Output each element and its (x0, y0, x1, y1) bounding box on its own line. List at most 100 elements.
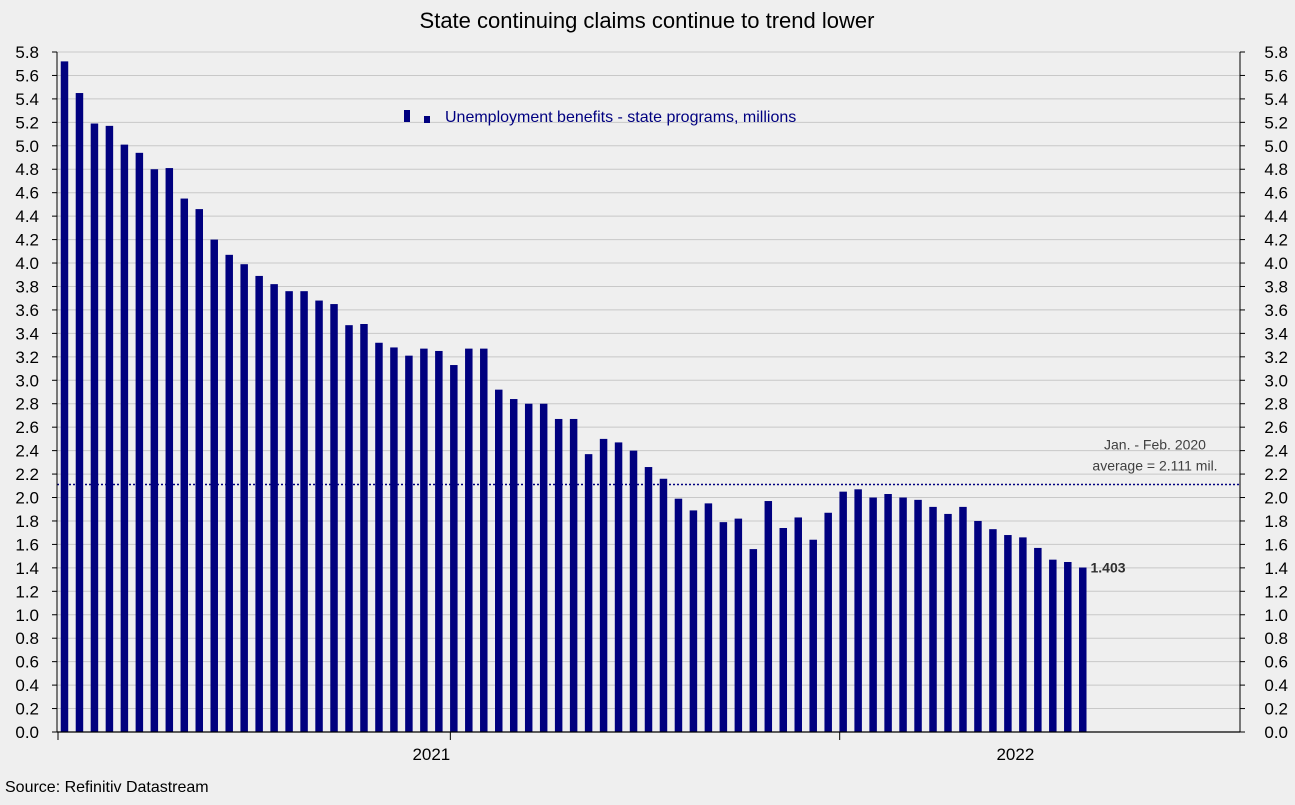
bar (974, 520, 982, 732)
bar (599, 438, 608, 732)
bar (584, 454, 593, 732)
bar (794, 517, 802, 732)
y-tick-label-left: 2.0 (15, 489, 39, 508)
y-tick-label-right: 5.6 (1264, 66, 1288, 85)
bar (764, 501, 773, 732)
y-tick-label-right: 0.8 (1264, 629, 1288, 648)
bar (719, 522, 728, 732)
bar (899, 497, 907, 732)
bar (989, 529, 997, 732)
y-tick-label-right: 5.8 (1264, 43, 1288, 62)
y-tick-label-right: 5.2 (1264, 113, 1288, 132)
legend-swatch-bar-1 (404, 110, 410, 122)
bar (165, 168, 174, 732)
bar (90, 123, 99, 733)
bar (390, 347, 398, 732)
y-tick-label-left: 2.4 (15, 442, 39, 461)
y-tick-label-left: 3.4 (15, 324, 39, 343)
bar (240, 264, 248, 732)
source-label: Source: Refinitiv Datastream (5, 779, 209, 796)
bar (495, 389, 503, 732)
y-tick-label-left: 3.8 (15, 277, 39, 296)
y-tick-label-right: 3.2 (1264, 348, 1288, 367)
y-tick-label-right: 0.2 (1264, 700, 1288, 719)
bar (809, 539, 817, 732)
bar (180, 198, 189, 732)
bar (405, 355, 413, 732)
bar (704, 503, 713, 732)
bar (614, 442, 623, 732)
y-tick-label-right: 3.8 (1264, 277, 1288, 296)
bar (509, 399, 518, 732)
bar (450, 365, 458, 732)
y-tick-label-right: 4.6 (1264, 184, 1288, 203)
bar (524, 403, 533, 732)
y-tick-label-right: 4.2 (1264, 231, 1288, 250)
y-tick-label-right: 2.8 (1264, 395, 1288, 414)
y-tick-label-left: 0.2 (15, 700, 39, 719)
bar (120, 144, 129, 732)
bar (1004, 535, 1012, 732)
bar (360, 324, 368, 732)
bar (420, 348, 428, 732)
y-tick-label-right: 5.0 (1264, 137, 1288, 156)
bar (1019, 537, 1027, 732)
y-tick-label-left: 2.6 (15, 418, 39, 437)
bar (435, 350, 443, 732)
bars: 1.403 (60, 61, 1126, 733)
last-value-label: 1.403 (1091, 560, 1126, 576)
bar (689, 510, 698, 732)
y-tick-label-left: 3.0 (15, 371, 39, 390)
bar (944, 513, 952, 732)
bar (255, 275, 263, 732)
y-tick-label-left: 1.4 (15, 559, 39, 578)
y-tick-label-left: 0.6 (15, 653, 39, 672)
y-tick-label-right: 0.0 (1264, 723, 1288, 742)
y-tick-label-left: 2.2 (15, 465, 39, 484)
y-tick-label-right: 2.0 (1264, 489, 1288, 508)
y-tick-label-left: 4.0 (15, 254, 39, 273)
y-tick-label-left: 1.8 (15, 512, 39, 531)
y-tick-label-left: 0.4 (15, 676, 39, 695)
y-tick-label-right: 4.0 (1264, 254, 1288, 273)
bar (749, 549, 758, 732)
y-tick-label-right: 0.4 (1264, 676, 1288, 695)
y-tick-label-right: 1.8 (1264, 512, 1288, 531)
bar (959, 506, 967, 732)
y-tick-label-left: 5.8 (15, 43, 39, 62)
y-tick-label-left: 5.4 (15, 90, 39, 109)
y-tick-label-right: 3.6 (1264, 301, 1288, 320)
y-tick-label-right: 3.0 (1264, 371, 1288, 390)
x-tick-label: 2021 (412, 745, 450, 764)
bar (929, 506, 937, 732)
bar (480, 348, 488, 732)
y-tick-label-right: 2.4 (1264, 442, 1288, 461)
y-tick-label-left: 3.2 (15, 348, 39, 367)
bar (300, 291, 308, 732)
bar (914, 499, 922, 732)
y-tick-label-left: 3.6 (15, 301, 39, 320)
bar (75, 93, 84, 732)
y-tick-label-left: 0.0 (15, 723, 39, 742)
bar (285, 291, 293, 732)
bar (210, 239, 218, 732)
bar (539, 403, 548, 732)
bar (644, 467, 653, 732)
bar (869, 497, 877, 732)
y-tick-label-left: 5.0 (15, 137, 39, 156)
reference-label-line1: Jan. - Feb. 2020 (1104, 437, 1206, 453)
bar (1064, 562, 1072, 732)
y-tick-label-left: 4.8 (15, 160, 39, 179)
x-tick-label: 2022 (996, 745, 1034, 764)
y-tick-label-left: 2.8 (15, 395, 39, 414)
bar (375, 342, 383, 732)
y-tick-label-left: 1.2 (15, 582, 39, 601)
bar (270, 284, 278, 732)
bar (824, 512, 832, 732)
y-tick-label-right: 4.4 (1264, 207, 1288, 226)
bar (105, 125, 114, 733)
bar (150, 169, 159, 732)
right-y-axis: 0.0 0.2 0.4 0.6 0.8 1.0 1.2 1.4 1.6 1.8 2.0 2.2 2.4 2… (1240, 43, 1288, 742)
